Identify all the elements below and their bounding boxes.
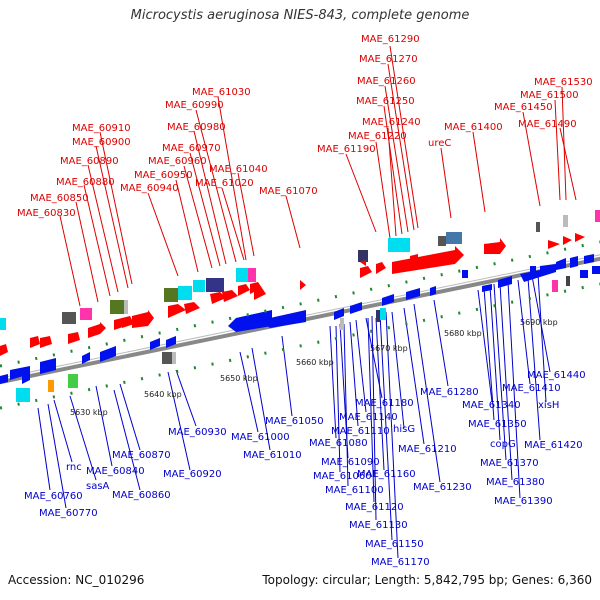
- tick-label: 5680 kbp: [444, 329, 482, 338]
- lower-gene-labels: rnc sasA MAE_60760 MAE_60770 MAE_60840 M…: [24, 370, 586, 568]
- gene-label: MAE_61090: [321, 457, 380, 468]
- gene-label: MAE_61370: [480, 458, 539, 469]
- gene-label: MAE_60960: [148, 156, 207, 167]
- gene-label: MAE_60970: [162, 143, 221, 154]
- gene-label: MAE_60850: [30, 193, 89, 204]
- tick-label: 5640 kbp: [144, 390, 182, 399]
- gene-label: MAE_60980: [167, 122, 226, 133]
- figure-title: Microcystis aeruginosa NIES-843, complet…: [130, 8, 470, 23]
- gene-label: MAE_61410: [502, 383, 561, 394]
- gene-label: MAE_61030: [192, 87, 251, 98]
- leader-lines: [37, 45, 577, 559]
- gene-label: xisH: [538, 400, 559, 411]
- gene-label: MAE_61490: [518, 119, 577, 130]
- gene-label: MAE_61180: [355, 398, 414, 409]
- tick-marks: [0, 240, 600, 410]
- gene-label: MAE_60860: [112, 490, 171, 501]
- gene-label: sasA: [86, 481, 110, 492]
- tick-label: 5630 kbp: [70, 408, 108, 417]
- gene-label: MAE_61390: [494, 496, 553, 507]
- gene-label: MAE_61160: [357, 469, 416, 480]
- gene-label: MAE_60930: [168, 427, 227, 438]
- gene-label: MAE_61230: [413, 482, 472, 493]
- gene-label: MAE_61040: [209, 164, 268, 175]
- gene-label: MAE_61450: [494, 102, 553, 113]
- gene-label: MAE_61420: [524, 440, 583, 451]
- gene-label: MAE_61350: [468, 419, 527, 430]
- gene-label: MAE_61500: [520, 90, 579, 101]
- gene-label: MAE_61130: [349, 520, 408, 531]
- gene-label: MAE_61290: [361, 34, 420, 45]
- gene-label: ureC: [428, 138, 451, 149]
- gene-label: MAE_61020: [195, 178, 254, 189]
- gene-label: MAE_60950: [134, 170, 193, 181]
- reverse-strand-genes: [0, 254, 600, 402]
- gene-label: MAE_60910: [72, 123, 131, 134]
- gene-label: MAE_61220: [348, 131, 407, 142]
- gene-label: MAE_61110: [331, 426, 390, 437]
- tick-label: 5650 kbp: [220, 374, 258, 383]
- gene-label: MAE_61050: [265, 416, 324, 427]
- gene-label: MAE_60840: [86, 466, 145, 477]
- upper-gene-labels: MAE_61290 MAE_61270 MAE_61260 MAE_61250 …: [17, 34, 593, 219]
- gene-label: MAE_60940: [120, 183, 179, 194]
- gene-label: MAE_61000: [231, 432, 290, 443]
- gene-label: MAE_61080: [309, 438, 368, 449]
- gene-label: copG: [490, 439, 516, 450]
- gene-label: MAE_61280: [420, 387, 479, 398]
- gene-label: MAE_60880: [56, 177, 115, 188]
- forward-strand-genes: [0, 210, 600, 356]
- gene-label: MAE_60920: [163, 469, 222, 480]
- tick-label: 5660 kbp: [296, 358, 334, 367]
- gene-label: MAE_61340: [462, 400, 521, 411]
- gene-label: MAE_61440: [527, 370, 586, 381]
- gene-label: MAE_60870: [112, 450, 171, 461]
- gene-label: rnc: [66, 462, 82, 473]
- gene-label: MAE_61100: [325, 485, 384, 496]
- gene-label: MAE_60760: [24, 491, 83, 502]
- gene-label: MAE_61380: [486, 477, 545, 488]
- gene-label: MAE_61530: [534, 77, 593, 88]
- gene-label: MAE_61170: [371, 557, 430, 568]
- tick-labels: 5630 kbp 5640 kbp 5650 kbp 5660 kbp 5670…: [70, 318, 558, 417]
- gene-label: MAE_61140: [339, 412, 398, 423]
- gene-label: MAE_61250: [356, 96, 415, 107]
- gene-label: MAE_61150: [365, 539, 424, 550]
- gene-label: MAE_61260: [357, 76, 416, 87]
- gene-label: MAE_61270: [359, 54, 418, 65]
- tick-label: 5690 kbp: [520, 318, 558, 327]
- gene-label: MAE_60900: [72, 137, 131, 148]
- gene-label: MAE_61060: [313, 471, 372, 482]
- gene-label: MAE_61010: [243, 450, 302, 461]
- gene-label: MAE_60990: [165, 100, 224, 111]
- genome-summary-text: Topology: circular; Length: 5,842,795 bp…: [262, 573, 592, 587]
- gene-label: MAE_61190: [317, 144, 376, 155]
- gene-label: MAE_61240: [362, 117, 421, 128]
- gene-label: MAE_60890: [60, 156, 119, 167]
- gene-label: MAE_61120: [345, 502, 404, 513]
- tick-label: 5670 kbp: [370, 344, 408, 353]
- accession-text: Accession: NC_010296: [8, 573, 145, 587]
- gene-label: MAE_60830: [17, 208, 76, 219]
- gene-label: MAE_60770: [39, 508, 98, 519]
- gene-label: MAE_61210: [398, 444, 457, 455]
- gene-label: MAE_61070: [259, 186, 318, 197]
- gene-label: hisG: [393, 424, 415, 435]
- gene-label: MAE_61400: [444, 122, 503, 133]
